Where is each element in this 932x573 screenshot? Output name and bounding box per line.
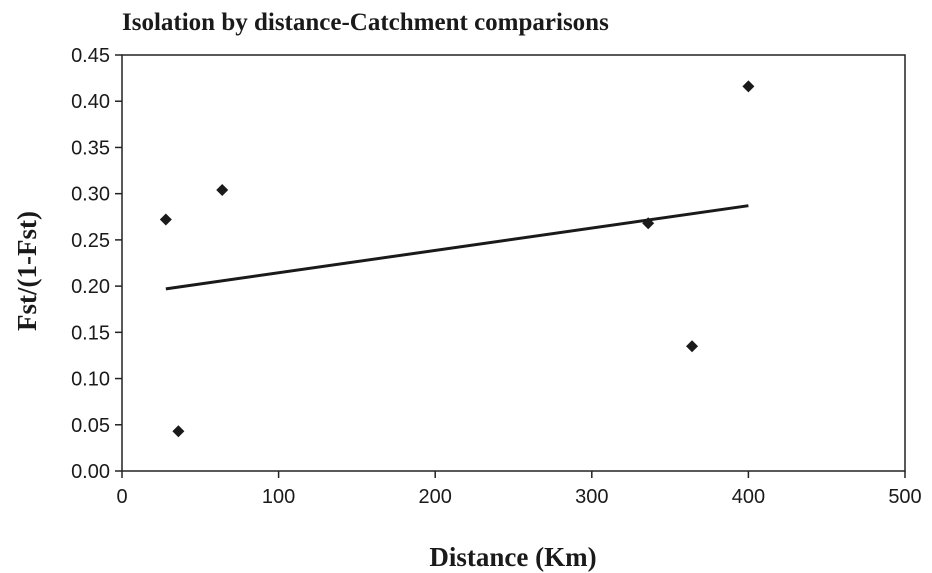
y-tick-label: 0.00 [71, 461, 110, 483]
y-tick-label: 0.15 [71, 322, 110, 344]
plot-border [121, 54, 906, 472]
y-tick-label: 0.05 [71, 415, 110, 437]
x-tick-label: 200 [419, 486, 452, 508]
y-tick-label: 0.40 [71, 91, 110, 113]
x-tick-label: 100 [262, 486, 295, 508]
trendline-layer [165, 204, 749, 291]
y-tick-label: 0.30 [71, 184, 110, 206]
x-tick-label: 500 [888, 486, 921, 508]
x-axis: 0 100 200 300 400 500 [116, 471, 922, 508]
plot-area [121, 54, 906, 472]
data-point [172, 425, 185, 438]
y-tick-label: 0.25 [71, 230, 110, 252]
data-point [216, 183, 229, 196]
data-point [159, 213, 172, 226]
y-axis: 0.00 0.05 0.10 0.15 0.20 0.25 0.30 0.35 0.40 0.45 [71, 45, 122, 483]
x-tick-label: 300 [575, 486, 608, 508]
y-tick-label: 0.20 [71, 276, 110, 298]
chart-title: Isolation by distance-Catchment comparis… [122, 9, 609, 36]
trendline [165, 204, 749, 291]
data-point [742, 80, 755, 93]
points-layer [159, 80, 755, 438]
data-point [686, 340, 699, 353]
x-tick-label: 0 [116, 486, 127, 508]
data-point [642, 217, 655, 230]
y-axis-title: Fst/(1-Fst) [12, 211, 42, 331]
y-tick-label: 0.10 [71, 369, 110, 391]
x-axis-title: Distance (Km) [429, 542, 596, 572]
y-tick-label: 0.45 [71, 45, 110, 67]
x-tick-label: 400 [732, 486, 765, 508]
y-tick-label: 0.35 [71, 137, 110, 159]
